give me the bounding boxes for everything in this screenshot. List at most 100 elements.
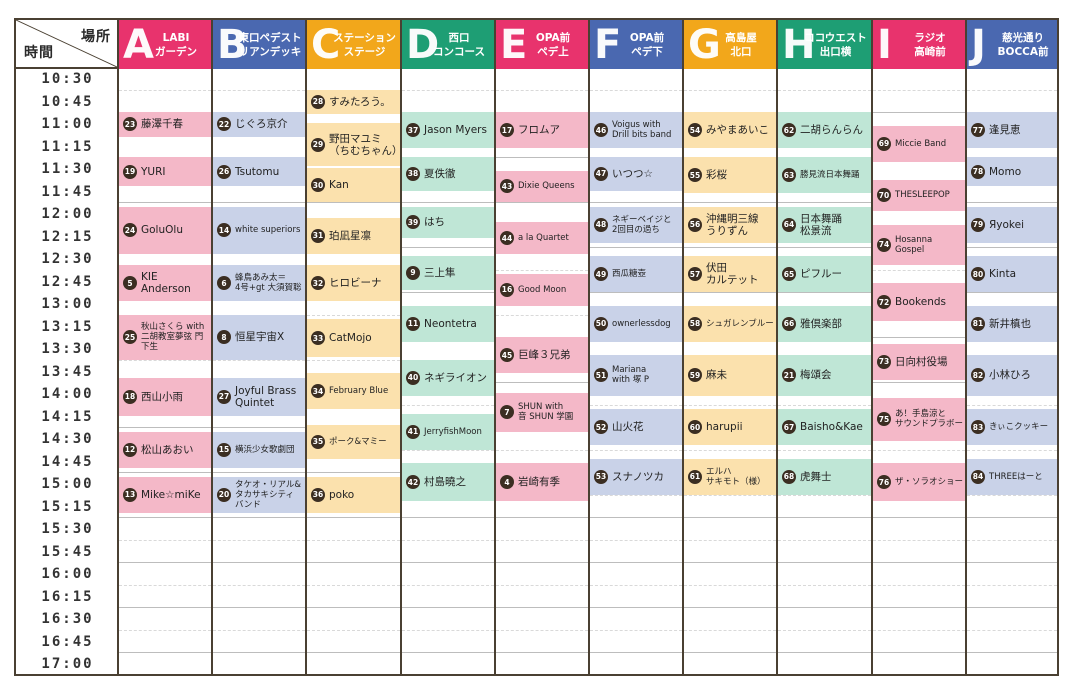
performance-block[interactable]: 26 Tsutomu	[213, 157, 305, 187]
performance-block[interactable]: 11 Neontetra	[402, 305, 494, 342]
performance-block[interactable]: 77 逢見恵	[967, 112, 1057, 148]
performance-block[interactable]: 24 GoluOlu	[119, 206, 211, 254]
performance-block[interactable]: 65 ピフルー	[778, 256, 871, 292]
performance-block[interactable]: 50 ownerlessdog	[590, 305, 682, 342]
performance-block[interactable]: 22 じぐろ京介	[213, 112, 305, 137]
performance-block[interactable]: 8 恒星宇宙X	[213, 314, 305, 360]
performance-block[interactable]: 19 YURI	[119, 157, 211, 187]
performance-block[interactable]: 34 February Blue	[307, 373, 400, 409]
performance-block[interactable]: 25 秋山さくら with 二胡教室夢弦 門下生	[119, 314, 211, 360]
performance-block[interactable]: 55 彩桜	[684, 157, 776, 193]
performance-block[interactable]: 41 JerryfishMoon	[402, 413, 494, 450]
performance-block[interactable]: 76 ザ・ソラオショー	[873, 463, 965, 502]
grid-line	[496, 382, 588, 383]
performance-block[interactable]: 82 小林ひろ	[967, 355, 1057, 396]
time-label: 16:45	[41, 633, 94, 650]
performance-block[interactable]: 79 Яyokei	[967, 206, 1057, 243]
grid-line	[873, 629, 965, 631]
performance-block[interactable]: 57 伏田 カルテット	[684, 256, 776, 292]
performance-block[interactable]: 59 麻未	[684, 355, 776, 396]
performance-block[interactable]: 67 Baisho&Kae	[778, 409, 871, 445]
performance-number-badge: 65	[782, 267, 796, 281]
performance-block[interactable]: 68 虎舞士	[778, 458, 871, 495]
performance-block[interactable]: 27 Joyful Brass Quintet	[213, 377, 305, 416]
performance-block[interactable]: 6 蜂鳥あみ太＝ 4号+gt 大須賀聡	[213, 265, 305, 301]
performance-block[interactable]: 29 野田マユミ （ちむちゃん）	[307, 123, 403, 166]
performance-block[interactable]: 62 二胡らんらん	[778, 112, 871, 148]
performance-block[interactable]: 4 岩崎有季	[496, 463, 588, 502]
performance-block[interactable]: 73 日向村役場	[873, 343, 965, 380]
performer-name: 三上隼	[424, 266, 456, 279]
performer-name: 雅倶楽部	[800, 317, 842, 330]
performance-number-badge: 22	[217, 117, 231, 132]
performance-block[interactable]: 23 藤澤千春	[119, 112, 211, 137]
stage-header-g: G 高島屋 北口	[682, 18, 776, 69]
performer-name: 松山あおい	[141, 443, 194, 456]
performance-block[interactable]: 81 新井槙也	[967, 305, 1057, 342]
performance-block[interactable]: 35 ポーク&マミー	[307, 424, 400, 459]
performance-block[interactable]: 80 Kinta	[967, 256, 1057, 292]
performance-block[interactable]: 28 すみたろう。	[307, 89, 400, 115]
performance-block[interactable]: 31 珀凪星凛	[307, 217, 400, 254]
performance-block[interactable]: 39 はち	[402, 206, 494, 238]
grid-line	[873, 269, 965, 271]
grid-line	[213, 584, 305, 586]
performance-block[interactable]: 49 西瓜糖壺	[590, 256, 682, 292]
performance-block[interactable]: 36 poko	[307, 476, 400, 513]
performance-block[interactable]: 47 いつつ☆	[590, 157, 682, 191]
performance-block[interactable]: 48 ネギーベイジと 2回目の過ち	[590, 206, 682, 243]
performance-block[interactable]: 30 Kan	[307, 168, 400, 202]
performance-block[interactable]: 52 山火花	[590, 409, 682, 445]
performance-block[interactable]: 75 あ！手島涼と サウンドプラボー	[873, 397, 965, 441]
performance-block[interactable]: 66 雅倶楽部	[778, 305, 871, 342]
performance-block[interactable]: 51 Mariana with 塚 P	[590, 355, 682, 396]
performance-block[interactable]: 14 white superiors	[213, 206, 305, 254]
performance-block[interactable]: 43 Dixie Queens	[496, 170, 588, 202]
performance-block[interactable]: 7 SHUN with 音 SHUN 学園	[496, 393, 588, 432]
performance-block[interactable]: 12 松山あおい	[119, 431, 211, 468]
stage-letter: F	[594, 22, 622, 68]
grid-line	[590, 539, 682, 541]
performance-block[interactable]: 9 三上隼	[402, 256, 494, 290]
performance-block[interactable]: 58 シュガレンブルー	[684, 305, 776, 342]
performance-block[interactable]: 46 Voigus with Drill bits band	[590, 112, 682, 148]
performance-block[interactable]: 42 村島曉之	[402, 463, 494, 502]
performance-block[interactable]: 60 harupii	[684, 409, 776, 445]
performance-block[interactable]: 61 エルハ サキモト（様）	[684, 458, 776, 495]
performance-block[interactable]: 18 西山小雨	[119, 377, 211, 416]
performance-block[interactable]: 33 CatMojo	[307, 319, 400, 358]
performance-block[interactable]: 53 スナノツカ	[590, 458, 682, 495]
performance-block[interactable]: 45 巨峰３兄弟	[496, 337, 588, 373]
performance-block[interactable]: 74 Hosanna Gospel	[873, 224, 965, 265]
stage-header-d: D 西口 コンコース	[400, 18, 494, 69]
performance-block[interactable]: 69 Miccie Band	[873, 125, 965, 162]
performance-block[interactable]: 63 勝見流日本舞踊	[778, 157, 871, 193]
performance-block[interactable]: 83 きぃこクッキー	[967, 409, 1057, 445]
performance-block[interactable]: 44 a la Quartet	[496, 222, 588, 254]
performer-name: Mariana with 塚 P	[612, 365, 650, 386]
performance-number-badge: 49	[594, 267, 608, 281]
performance-block[interactable]: 64 日本舞踊 松景流	[778, 206, 871, 243]
performance-number-badge: 25	[123, 330, 137, 344]
performance-block[interactable]: 56 沖縄明三線 うりずん	[684, 206, 776, 243]
performance-block[interactable]: 15 横浜少女歌劇団	[213, 431, 305, 468]
performance-block[interactable]: 70 THESLEEPOP	[873, 179, 965, 211]
performance-block[interactable]: 5 KIE Anderson	[119, 265, 211, 301]
performance-block[interactable]: 17 フロムア	[496, 112, 588, 148]
performance-number-badge: 81	[971, 316, 985, 331]
performance-block[interactable]: 21 梅頌会	[778, 355, 871, 396]
performance-block[interactable]: 40 ネギライオン	[402, 359, 494, 396]
performance-block[interactable]: 13 Mike☆miKe	[119, 476, 211, 513]
performance-block[interactable]: 72 Bookends	[873, 283, 965, 322]
performance-block[interactable]: 84 THREEはーと	[967, 458, 1057, 495]
performance-block[interactable]: 37 Jason Myers	[402, 112, 494, 148]
stage-header-i: I ラジオ 高崎前	[871, 18, 965, 69]
grid-line	[307, 202, 400, 203]
performance-block[interactable]: 38 夏佚徹	[402, 157, 494, 191]
performance-block[interactable]: 20 タケオ・リアル& タカサキシティ バンド	[213, 476, 305, 513]
performance-block[interactable]: 78 Momo	[967, 157, 1057, 187]
grid-line	[307, 629, 400, 631]
performance-block[interactable]: 16 Good Moon	[496, 274, 588, 306]
performance-block[interactable]: 32 ヒロビーナ	[307, 265, 400, 301]
performance-block[interactable]: 54 みやまあいこ	[684, 112, 776, 148]
